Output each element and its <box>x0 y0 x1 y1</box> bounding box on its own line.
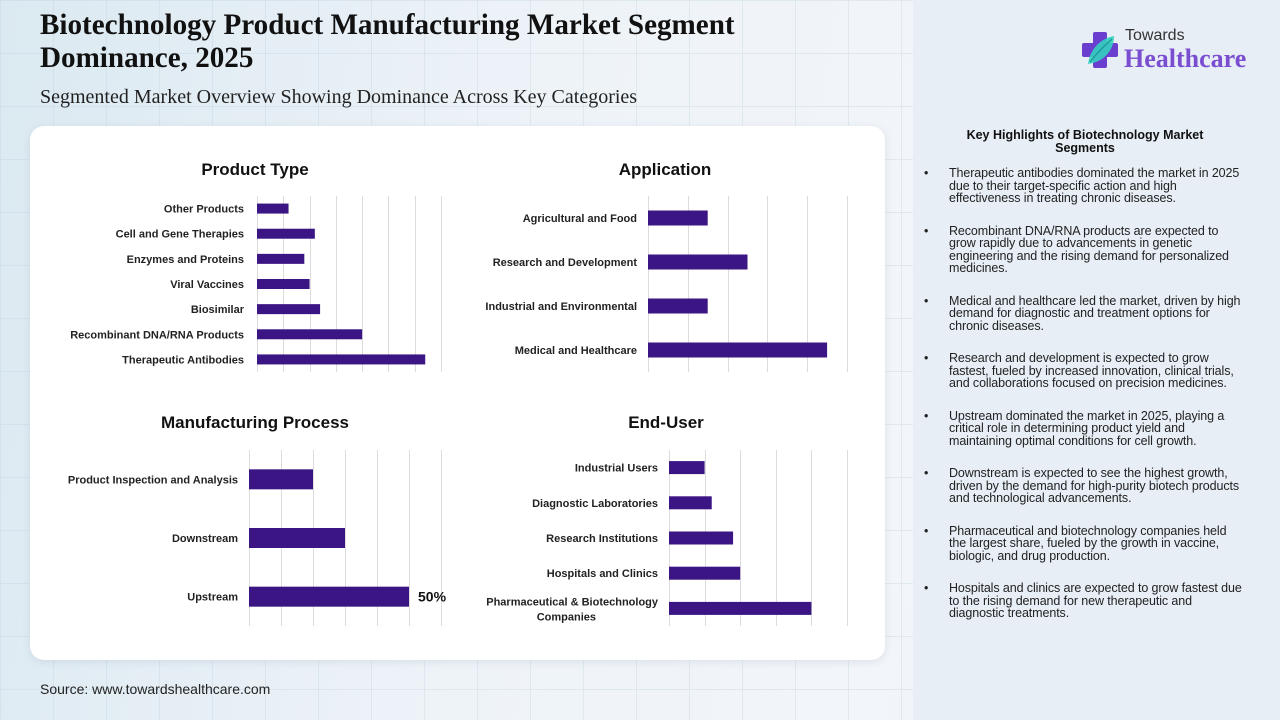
bar <box>648 298 708 314</box>
category-label: Cell and Gene Therapies <box>116 229 244 241</box>
bar <box>249 586 409 607</box>
highlight-item: • Hospitals and clinics are expected to g… <box>924 582 1244 620</box>
category-label: Diagnostic Laboratories <box>532 498 658 510</box>
highlights-title: Key Highlights of Biotechnology Market S… <box>966 128 1204 155</box>
medical-cross-leaf-icon <box>1082 32 1118 68</box>
highlight-text: Therapeutic antibodies dominated the mar… <box>949 166 1240 205</box>
chart-title: Application <box>619 160 712 179</box>
category-label: Agricultural and Food <box>523 213 637 225</box>
highlight-text: Research and development is expected to … <box>949 351 1234 390</box>
category-label: Research and Development <box>493 257 638 269</box>
highlight-item: • Therapeutic antibodies dominated the ma… <box>924 167 1244 205</box>
highlight-text: Recombinant DNA/RNA products are expecte… <box>949 223 1229 275</box>
highlight-text: Hospitals and clinics are expected to gr… <box>949 581 1242 620</box>
bar <box>648 342 828 358</box>
label-line: Companies <box>537 611 596 623</box>
chart-manufacturing-process: Manufacturing Process Product Inspection … <box>68 413 447 626</box>
bullet-icon: • <box>924 351 929 365</box>
highlight-item: • Upstream dominated the market in 2025, … <box>924 408 1244 448</box>
category-label: Pharmaceutical & Biotechnology Companies <box>486 596 659 623</box>
bullet-icon: • <box>924 166 929 180</box>
chart-title: Product Type <box>201 160 308 179</box>
bar <box>257 304 321 315</box>
highlight-item: • Downstream is expected to see the highe… <box>924 467 1244 505</box>
highlight-item: • Recombinant DNA/RNA products are expect… <box>924 223 1244 275</box>
bar <box>249 469 313 490</box>
category-label: Downstream <box>172 533 238 545</box>
bar <box>257 279 310 289</box>
bar <box>669 531 734 545</box>
logo-text-towards: Towards <box>1125 27 1185 44</box>
bullet-icon: • <box>924 581 929 595</box>
category-label: Therapeutic Antibodies <box>122 354 244 366</box>
bar <box>648 210 708 226</box>
bar <box>669 496 712 510</box>
highlight-item: • Pharmaceutical and biotechnology compan… <box>924 523 1244 563</box>
charts-card <box>30 126 885 660</box>
bar <box>257 329 363 340</box>
page-title: Biotechnology Product Manufacturing Mark… <box>40 8 735 74</box>
highlights-panel <box>913 0 1280 720</box>
category-label: Other Products <box>164 204 244 216</box>
bullet-icon: • <box>924 523 929 538</box>
chart-end-user: End-User Industrial Users Diagnostic Labor… <box>486 413 848 626</box>
logo-text-healthcare: Healthcare <box>1124 44 1247 73</box>
category-label: Medical and Healthcare <box>515 345 637 357</box>
bullet-icon: • <box>924 408 929 423</box>
data-label: 50% <box>418 589 447 605</box>
chart-product-type: Product Type Other Products Cell and Gene … <box>70 160 442 372</box>
bar <box>648 254 748 270</box>
highlight-text: Upstream dominated the market in 2025, p… <box>949 408 1225 448</box>
category-label: Enzymes and Proteins <box>127 254 244 266</box>
category-label: Upstream <box>187 592 238 604</box>
bar <box>257 354 426 365</box>
category-label: Industrial and Environmental <box>485 301 637 313</box>
bar <box>249 528 345 548</box>
bullet-icon: • <box>924 293 929 308</box>
bar <box>257 203 289 214</box>
bar <box>669 461 705 475</box>
bullet-icon: • <box>924 466 929 480</box>
chart-title: Manufacturing Process <box>161 413 349 432</box>
bar <box>257 228 315 239</box>
category-label: Research Institutions <box>546 533 658 545</box>
category-label: Hospitals and Clinics <box>547 568 658 580</box>
highlight-item: • Research and development is expected to… <box>924 352 1244 390</box>
bar <box>669 601 812 615</box>
category-label: Industrial Users <box>575 463 658 475</box>
source-note: Source: www.towardshealthcare.com <box>40 681 271 697</box>
category-label: Product Inspection and Analysis <box>68 474 238 486</box>
chart-title: End-User <box>628 413 704 432</box>
highlight-text: Medical and healthcare led the market, d… <box>949 293 1241 333</box>
highlight-text: Downstream is expected to see the highes… <box>949 466 1240 505</box>
highlights-list: • Therapeutic antibodies dominated the ma… <box>924 167 1244 640</box>
category-label: Viral Vaccines <box>170 279 244 291</box>
towards-healthcare-logo[interactable]: Towards Healthcare <box>1080 26 1270 78</box>
category-label: Recombinant DNA/RNA Products <box>70 329 244 341</box>
bar <box>257 253 305 264</box>
page-subtitle: Segmented Market Overview Showing Domina… <box>40 86 638 108</box>
label-line: Pharmaceutical & Biotechnology <box>486 596 659 608</box>
highlight-text: Pharmaceutical and biotechnology compani… <box>949 523 1227 563</box>
bullet-icon: • <box>924 223 929 238</box>
bar <box>669 566 741 580</box>
highlight-item: • Medical and healthcare led the market, … <box>924 293 1244 333</box>
chart-application: Application Agricultural and Food Research… <box>485 160 848 372</box>
category-label: Biosimilar <box>191 304 245 316</box>
